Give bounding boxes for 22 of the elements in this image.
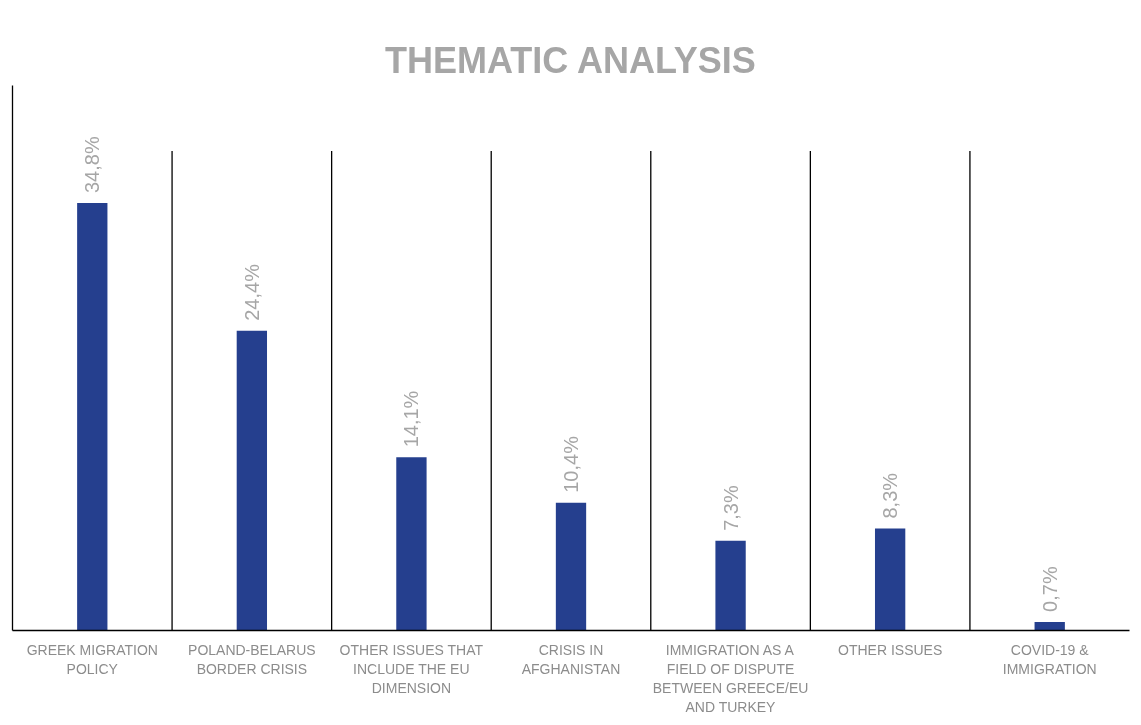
bar	[396, 457, 427, 631]
x-tick-label: OTHER ISSUES	[838, 641, 943, 658]
x-tick-label: GREEK MIGRATION POLICY	[26, 641, 158, 677]
bar	[874, 528, 906, 631]
data-label: 24,4%	[240, 263, 263, 321]
bar	[236, 330, 268, 631]
x-tick-label: POLAND-BELARUS BORDER CRISIS	[188, 641, 316, 677]
data-label: 34,8%	[81, 136, 104, 194]
x-tick-label: COVID-19 & IMMIGRATION	[1002, 641, 1097, 677]
data-label: 7,3%	[719, 485, 742, 531]
x-tick-label: CRISIS IN AFGHANISTAN	[521, 641, 621, 677]
data-label: 0,7%	[1038, 566, 1061, 612]
chart-title: THEMATIC ANALYSIS	[384, 39, 756, 81]
x-tick-label: OTHER ISSUES THAT INCLUDE THE EU DIMENSION	[339, 641, 484, 696]
bar	[1034, 621, 1065, 631]
data-label: 10,4%	[560, 435, 582, 493]
bar	[77, 203, 108, 631]
bar	[715, 540, 746, 631]
data-label: 8,3%	[879, 472, 902, 519]
x-tick-label: IMMIGRATION AS A FIELD OF DISPUTE BETWEEN GREECE/EU AND TURKEY	[652, 641, 809, 716]
data-label: 14,1%	[400, 390, 423, 448]
bar	[555, 502, 587, 631]
